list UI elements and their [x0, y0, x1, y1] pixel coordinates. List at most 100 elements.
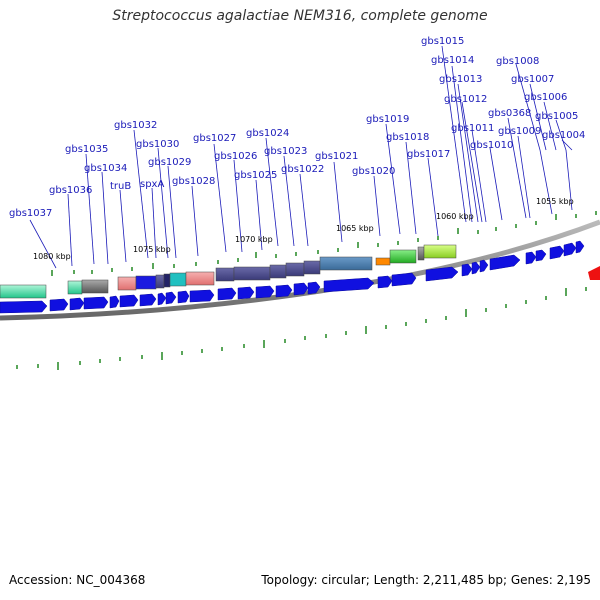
gene-arrow	[323, 277, 375, 293]
scale-label: 1080 kbp	[33, 252, 71, 261]
gene-arrow	[535, 249, 547, 262]
gene-label: gbs1004	[542, 130, 585, 141]
gene-label: gbs1030	[136, 139, 179, 150]
gene-label: gbs1028	[172, 176, 215, 187]
gene-arrow	[83, 296, 109, 310]
gene-arrow	[307, 281, 321, 295]
gene-label: gbs1027	[193, 133, 236, 144]
feature-block	[389, 249, 417, 264]
gene-track-inner	[0, 240, 585, 314]
scale-label: 1055 kbp	[536, 197, 574, 206]
gene-label: gbs1035	[65, 144, 108, 155]
gene-arrow	[479, 259, 489, 273]
gene-arrow	[549, 245, 565, 260]
feature-block	[163, 273, 171, 288]
gene-arrow	[275, 284, 293, 298]
gene-arrow	[525, 251, 537, 265]
gene-arrow	[391, 272, 417, 287]
gene-label: gbs1018	[386, 132, 429, 143]
feature-block	[423, 244, 457, 259]
gene-label: gbs1009	[498, 126, 541, 137]
map-title: Streptococcus agalactiae NEM316, complet…	[112, 8, 488, 24]
gene-label: gbs1029	[148, 157, 191, 168]
feature-block	[417, 246, 425, 261]
gene-label: gbs1036	[49, 185, 92, 196]
gene-arrow	[119, 294, 139, 308]
feature-block	[233, 266, 271, 281]
gene-arrow	[157, 292, 167, 306]
gene-arrow	[49, 298, 69, 312]
feature-block	[285, 262, 305, 277]
gene-arrow	[471, 261, 481, 275]
gene-arrow	[563, 242, 577, 257]
gene-label: gbs0368	[488, 108, 531, 119]
feature-block	[117, 276, 137, 291]
feature-block	[135, 275, 157, 290]
feature-track	[0, 244, 457, 299]
outer-ticks	[51, 211, 597, 276]
feature-block	[185, 271, 215, 286]
gene-label: gbs1010	[470, 140, 513, 151]
gene-arrow	[425, 266, 459, 282]
gene-arrow	[237, 286, 255, 300]
gene-label: gbs1008	[496, 56, 539, 67]
feature-block	[375, 257, 391, 266]
feature-block	[269, 264, 287, 279]
feature-block	[303, 260, 321, 275]
gene-label: gbs1014	[431, 55, 474, 66]
gene-arrow	[177, 290, 190, 304]
gene-arrow	[575, 240, 585, 254]
gene-arrow	[0, 300, 48, 314]
gene-arrow	[293, 282, 309, 296]
gene-arrow	[461, 263, 473, 277]
gene-label: gbs1006	[524, 92, 567, 103]
gene-arrow	[109, 295, 120, 309]
gene-label: gbs1032	[114, 120, 157, 131]
accession-text: Accession: NC_004368	[9, 573, 146, 587]
feature-block	[215, 267, 235, 282]
gene-arrow	[69, 297, 85, 311]
gene-arrow	[189, 289, 215, 303]
gene-label: gbs1015	[421, 36, 464, 47]
feature-block	[319, 256, 373, 271]
gene-label: gbs1034	[84, 163, 127, 174]
gene-arrow	[255, 285, 275, 299]
gene-labels: gbs1015 gbs1014 gbs1013 gbs1012 gbs1011 …	[9, 36, 585, 219]
feature-block	[169, 272, 187, 287]
gene-label: gbs1013	[439, 74, 482, 85]
gene-label: gbs1020	[352, 166, 395, 177]
scale-label: 1065 kbp	[336, 224, 374, 233]
gene-arrow	[139, 293, 157, 307]
inner-ticks	[16, 287, 587, 370]
scale-label: 1075 kbp	[133, 245, 171, 254]
gene-label: gbs1005	[535, 111, 578, 122]
gene-label: gbs1024	[246, 128, 289, 139]
gene-label: gbs1017	[407, 149, 450, 160]
gene-label: gbs1025	[234, 170, 277, 181]
topology-text: Topology: circular; Length: 2,211,485 bp…	[261, 573, 591, 587]
feature-block	[155, 274, 165, 289]
gene-label: gbs1037	[9, 208, 52, 219]
gene-label: gbs1012	[444, 94, 487, 105]
feature-block	[81, 279, 109, 294]
gene-label: gbs1022	[281, 164, 324, 175]
scale-labels: 1080 kbp 1075 kbp 1070 kbp 1065 kbp 1060…	[33, 197, 574, 261]
feature-block	[0, 284, 47, 299]
scale-label: 1060 kbp	[436, 212, 474, 221]
gene-label: gbs1021	[315, 151, 358, 162]
gene-label: spxA	[140, 179, 164, 190]
leader-lines	[29, 45, 573, 269]
gene-arrow	[165, 291, 177, 305]
gene-arrow	[377, 275, 393, 289]
gene-label: gbs1011	[451, 123, 494, 134]
scale-label: 1070 kbp	[235, 235, 273, 244]
gene-arrow	[489, 254, 521, 271]
gene-label: gbs1007	[511, 74, 554, 85]
feature-block	[67, 280, 83, 295]
gene-label: gbs1026	[214, 151, 257, 162]
red-feature	[588, 266, 600, 280]
gene-label: gbs1023	[264, 146, 307, 157]
gene-label: gbs1019	[366, 114, 409, 125]
gene-label: truB	[110, 181, 131, 192]
